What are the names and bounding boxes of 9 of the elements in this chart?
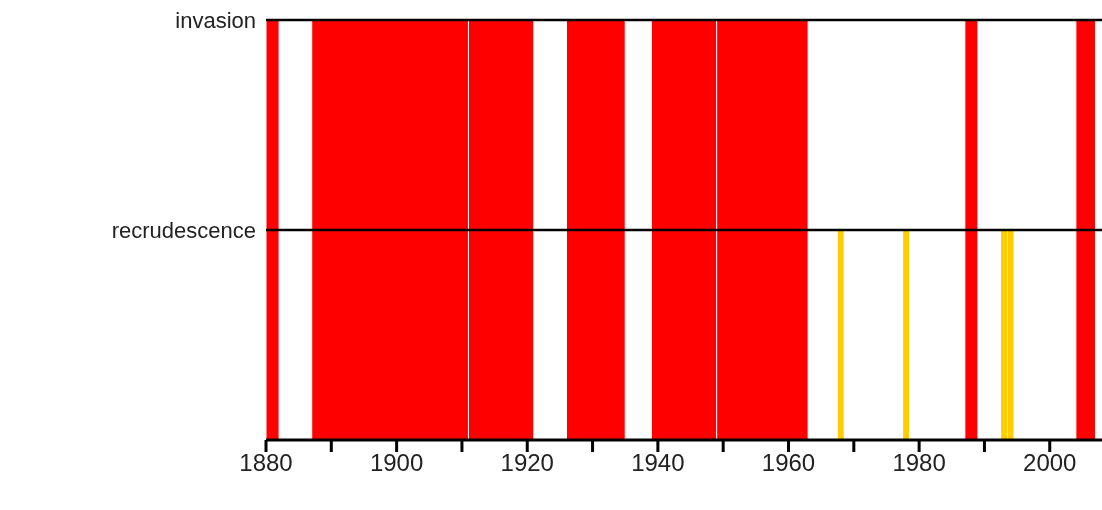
- x-tick-label: 1960: [761, 449, 816, 477]
- x-tick-label: 1980: [892, 449, 946, 477]
- ref-line-label: recrudescence: [111, 217, 256, 243]
- x-tick-label: 1940: [631, 449, 685, 477]
- ref-line-label: invasion: [175, 7, 256, 33]
- x-tick-label: 1900: [369, 449, 424, 477]
- x-tick-label: 1920: [500, 449, 554, 477]
- x-tick-label: 1880: [239, 449, 293, 477]
- x-tick-label: 2000: [1023, 449, 1077, 477]
